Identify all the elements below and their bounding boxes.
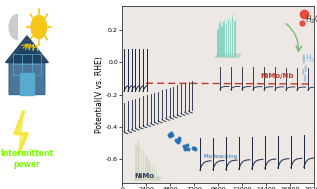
Wedge shape — [9, 15, 17, 40]
Ellipse shape — [305, 75, 306, 82]
Bar — [141, 148, 142, 180]
Point — [168, 134, 173, 137]
Polygon shape — [6, 36, 49, 63]
Point — [166, 133, 171, 136]
Point — [167, 132, 172, 135]
Polygon shape — [15, 112, 27, 153]
Text: NiMo: NiMo — [134, 173, 154, 179]
Point — [168, 131, 173, 134]
Polygon shape — [230, 21, 232, 23]
Polygon shape — [217, 27, 220, 30]
Polygon shape — [219, 21, 222, 23]
Bar — [145, 154, 146, 180]
Bar — [146, 157, 148, 180]
Ellipse shape — [303, 55, 304, 63]
Y-axis label: Potential(V vs. RHE): Potential(V vs. RHE) — [95, 56, 104, 133]
Point — [174, 139, 179, 142]
Point — [176, 138, 181, 141]
Text: Intermittent
power: Intermittent power — [0, 149, 54, 169]
Point — [191, 147, 196, 150]
Point — [193, 148, 198, 151]
Bar — [234, 22, 236, 57]
Polygon shape — [221, 24, 224, 27]
Bar — [156, 169, 157, 180]
Point — [176, 140, 181, 143]
Bar — [20, 73, 34, 94]
Point — [182, 144, 187, 147]
Text: $\rm H_2$: $\rm H_2$ — [305, 53, 316, 65]
Polygon shape — [228, 18, 230, 20]
Bar — [232, 17, 233, 57]
Point — [185, 148, 191, 151]
Point — [182, 147, 187, 150]
Polygon shape — [232, 15, 234, 17]
Bar — [223, 22, 225, 57]
Bar — [219, 23, 221, 57]
Polygon shape — [9, 41, 45, 94]
Text: NiMo/Nb: NiMo/Nb — [260, 73, 294, 79]
Text: Mo leaching: Mo leaching — [204, 154, 237, 159]
Polygon shape — [215, 54, 241, 57]
Polygon shape — [234, 19, 236, 22]
Bar — [221, 27, 223, 57]
Bar — [137, 141, 139, 180]
Ellipse shape — [305, 66, 306, 72]
Point — [177, 136, 182, 139]
Circle shape — [31, 15, 47, 39]
Point — [191, 146, 196, 149]
Bar — [154, 167, 155, 180]
Point — [182, 147, 187, 150]
Bar — [228, 20, 229, 57]
Polygon shape — [134, 177, 161, 180]
Polygon shape — [225, 23, 228, 25]
Bar — [152, 166, 153, 180]
Bar — [225, 25, 227, 57]
Bar — [143, 151, 144, 180]
Point — [174, 139, 179, 142]
Bar — [148, 161, 150, 180]
Point — [185, 144, 190, 147]
Polygon shape — [223, 19, 226, 22]
Bar — [230, 23, 231, 57]
Bar — [217, 30, 219, 57]
Point — [169, 133, 174, 136]
Bar — [135, 145, 137, 180]
Bar — [139, 145, 140, 180]
Bar — [150, 164, 152, 180]
Ellipse shape — [303, 70, 304, 74]
Text: $\rm H_2O$: $\rm H_2O$ — [305, 13, 317, 26]
